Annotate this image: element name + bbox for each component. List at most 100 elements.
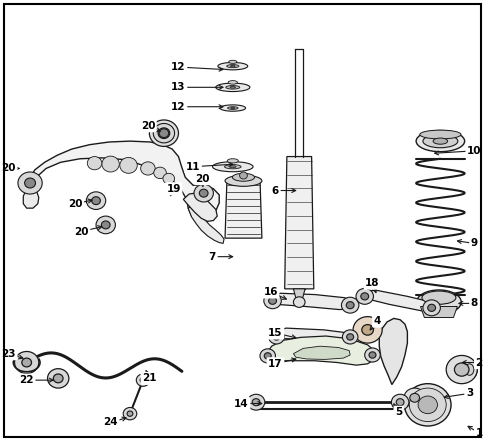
Text: 5: 5	[394, 407, 401, 417]
Circle shape	[149, 120, 178, 146]
Polygon shape	[183, 193, 217, 221]
Circle shape	[159, 129, 168, 138]
Circle shape	[239, 172, 247, 179]
Circle shape	[86, 192, 106, 209]
Ellipse shape	[215, 83, 249, 92]
Circle shape	[15, 351, 39, 374]
Ellipse shape	[416, 290, 460, 314]
Circle shape	[422, 300, 439, 316]
Circle shape	[409, 393, 419, 402]
Ellipse shape	[461, 359, 476, 379]
Circle shape	[445, 355, 476, 384]
Circle shape	[352, 317, 381, 343]
Circle shape	[427, 304, 435, 311]
Circle shape	[264, 353, 271, 359]
Circle shape	[158, 128, 169, 138]
Ellipse shape	[464, 364, 473, 375]
Text: 14: 14	[234, 399, 248, 408]
Text: 21: 21	[142, 374, 156, 383]
Text: 7: 7	[208, 252, 216, 262]
Circle shape	[140, 377, 146, 383]
Ellipse shape	[419, 130, 460, 139]
Circle shape	[247, 394, 264, 410]
Ellipse shape	[212, 162, 253, 172]
Text: 20: 20	[68, 199, 82, 209]
Circle shape	[194, 184, 213, 202]
Text: 13: 13	[171, 82, 185, 92]
Ellipse shape	[226, 65, 239, 68]
Polygon shape	[284, 157, 313, 289]
Ellipse shape	[432, 138, 447, 144]
Text: 18: 18	[364, 278, 379, 288]
Text: 12: 12	[171, 102, 185, 112]
Circle shape	[268, 330, 284, 344]
Polygon shape	[225, 181, 261, 238]
Circle shape	[403, 388, 424, 407]
Circle shape	[163, 173, 174, 184]
Text: 4: 4	[373, 316, 380, 326]
Polygon shape	[270, 293, 353, 310]
Circle shape	[127, 411, 133, 416]
Polygon shape	[378, 318, 407, 385]
Circle shape	[364, 348, 379, 362]
Circle shape	[293, 297, 304, 307]
Ellipse shape	[226, 86, 239, 89]
Text: 17: 17	[268, 359, 282, 369]
Polygon shape	[30, 141, 219, 220]
Circle shape	[153, 167, 166, 179]
Polygon shape	[188, 205, 224, 243]
Circle shape	[395, 399, 403, 406]
Polygon shape	[362, 290, 435, 312]
Polygon shape	[273, 328, 353, 343]
Circle shape	[22, 358, 31, 367]
Circle shape	[417, 396, 437, 414]
Circle shape	[360, 293, 368, 300]
Circle shape	[96, 216, 115, 234]
Circle shape	[404, 384, 450, 426]
Circle shape	[342, 330, 357, 344]
Text: 10: 10	[466, 146, 481, 156]
Polygon shape	[293, 346, 349, 359]
Circle shape	[252, 399, 259, 406]
Text: 2: 2	[475, 358, 482, 367]
Text: 20: 20	[74, 227, 89, 236]
Circle shape	[53, 374, 63, 383]
Circle shape	[413, 392, 440, 417]
Circle shape	[153, 123, 174, 143]
Circle shape	[268, 297, 276, 304]
Polygon shape	[265, 336, 375, 365]
Circle shape	[454, 363, 468, 376]
Ellipse shape	[230, 65, 235, 67]
Circle shape	[101, 221, 110, 229]
Circle shape	[391, 394, 408, 410]
Ellipse shape	[225, 175, 261, 186]
Circle shape	[346, 302, 353, 309]
Circle shape	[25, 178, 35, 188]
Text: 24: 24	[103, 418, 118, 427]
Circle shape	[346, 334, 353, 340]
Text: 15: 15	[268, 328, 282, 338]
Circle shape	[120, 157, 137, 173]
Ellipse shape	[228, 60, 236, 64]
Text: 6: 6	[272, 186, 278, 195]
Ellipse shape	[229, 86, 235, 88]
Polygon shape	[23, 183, 39, 208]
Circle shape	[47, 369, 69, 388]
Text: 23: 23	[1, 349, 16, 359]
Ellipse shape	[217, 63, 247, 70]
Text: 3: 3	[465, 389, 472, 398]
Circle shape	[408, 388, 445, 422]
Ellipse shape	[422, 135, 457, 148]
Text: 20: 20	[1, 164, 16, 173]
Text: 9: 9	[470, 239, 477, 248]
Ellipse shape	[227, 81, 237, 84]
Circle shape	[272, 334, 279, 340]
Polygon shape	[293, 289, 304, 300]
Circle shape	[355, 288, 373, 304]
Circle shape	[91, 197, 100, 205]
Text: 11: 11	[185, 162, 200, 172]
Text: 12: 12	[171, 62, 185, 72]
Text: 19: 19	[166, 184, 181, 194]
Circle shape	[341, 297, 358, 313]
Circle shape	[199, 189, 208, 197]
